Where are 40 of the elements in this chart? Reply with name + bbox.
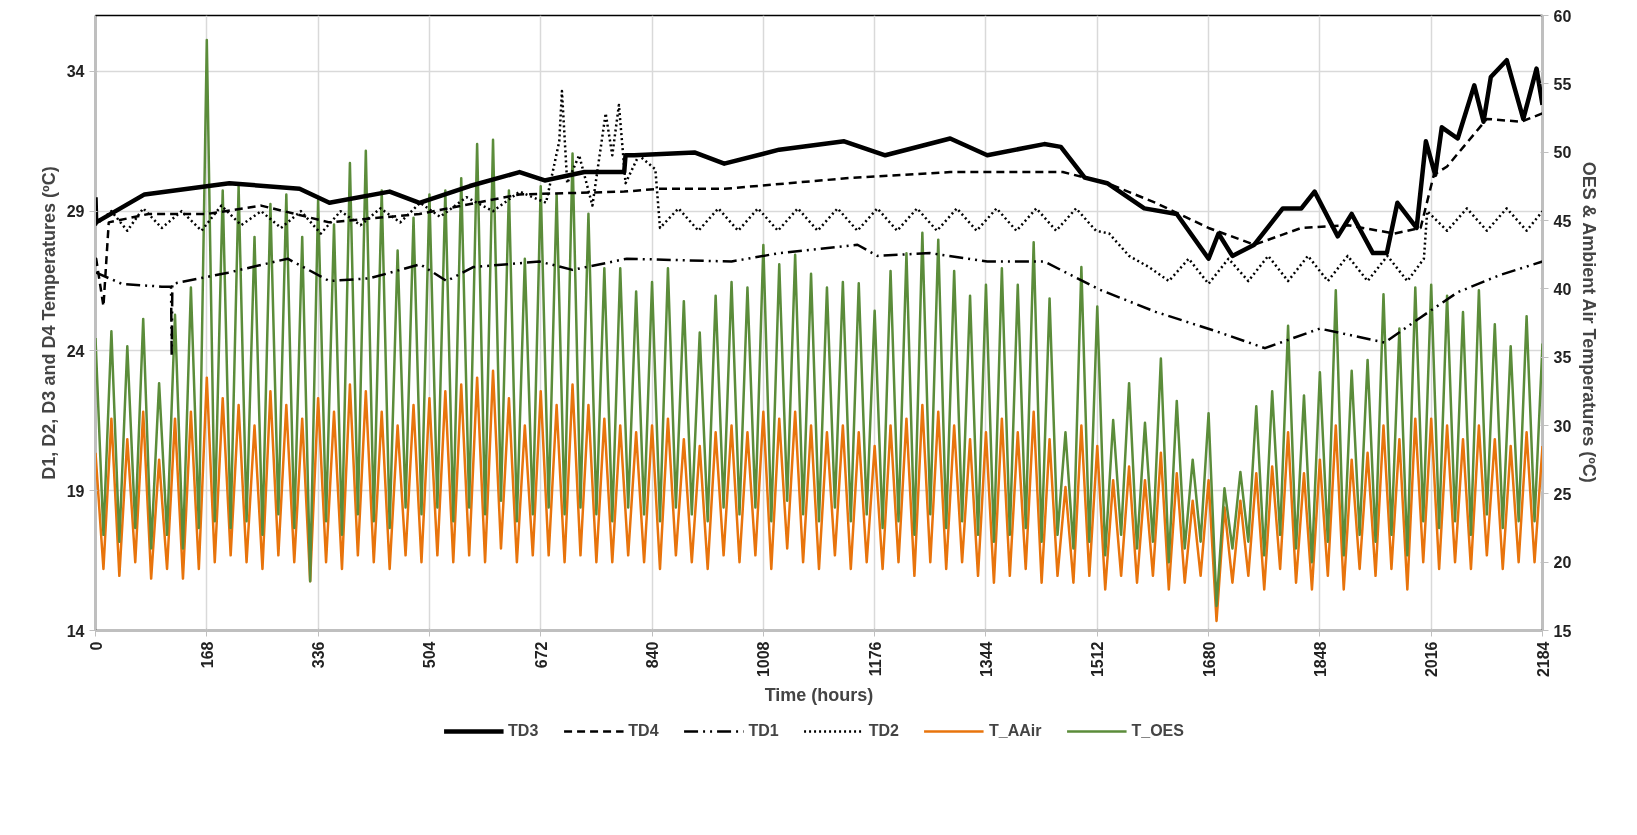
x-tick-label: 1008 <box>755 641 773 678</box>
legend-label: TD2 <box>868 721 900 740</box>
line-series <box>95 38 1543 608</box>
line-series <box>95 369 1543 623</box>
x-tick-label: 1512 <box>1089 641 1107 678</box>
y2-tick-label: 40 <box>1553 280 1572 298</box>
y2-tick-label: 15 <box>1553 622 1572 640</box>
x-tick-label: 1680 <box>1200 641 1218 678</box>
y2-tick-label: 35 <box>1553 349 1572 367</box>
y2-tick-label: 30 <box>1553 417 1572 435</box>
x-tick-label: 2184 <box>1534 641 1552 678</box>
legend-label: T_OES <box>1131 721 1184 740</box>
y2-axis-title: OES & Ambient Air Temperatures (ºC) <box>1579 161 1600 483</box>
y2-tick-label: 25 <box>1553 485 1572 503</box>
legend-label: TD1 <box>748 721 779 740</box>
x-tick-label: 0 <box>87 641 105 651</box>
y-tick-label: 14 <box>66 622 85 640</box>
legend-label: TD3 <box>508 721 539 740</box>
x-axis-title: Time (hours) <box>764 685 874 706</box>
x-tick-label: 504 <box>421 641 439 669</box>
y2-tick-label: 50 <box>1553 144 1572 162</box>
legend-label: TD4 <box>628 721 659 740</box>
y-tick-label: 24 <box>66 342 85 360</box>
x-tick-label: 672 <box>532 641 550 669</box>
y2-tick-label: 45 <box>1553 212 1572 230</box>
x-tick-label: 2016 <box>1423 641 1441 678</box>
legend-label: T_AAir <box>989 721 1042 740</box>
x-tick-label: 168 <box>198 641 216 669</box>
x-tick-label: 336 <box>310 641 328 669</box>
y-tick-label: 29 <box>66 203 85 221</box>
y2-tick-label: 20 <box>1553 554 1572 572</box>
x-tick-label: 840 <box>644 641 662 669</box>
y-tick-label: 19 <box>66 482 85 500</box>
x-tick-label: 1848 <box>1311 641 1329 678</box>
y-axis-title: D1, D2, D3 and D4 Temperatures (ºC) <box>38 166 59 480</box>
y-tick-label: 34 <box>66 63 85 81</box>
y2-tick-label: 55 <box>1553 75 1572 93</box>
y2-tick-label: 60 <box>1553 7 1572 25</box>
x-tick-label: 1176 <box>866 641 884 677</box>
x-tick-label: 1344 <box>977 641 995 678</box>
